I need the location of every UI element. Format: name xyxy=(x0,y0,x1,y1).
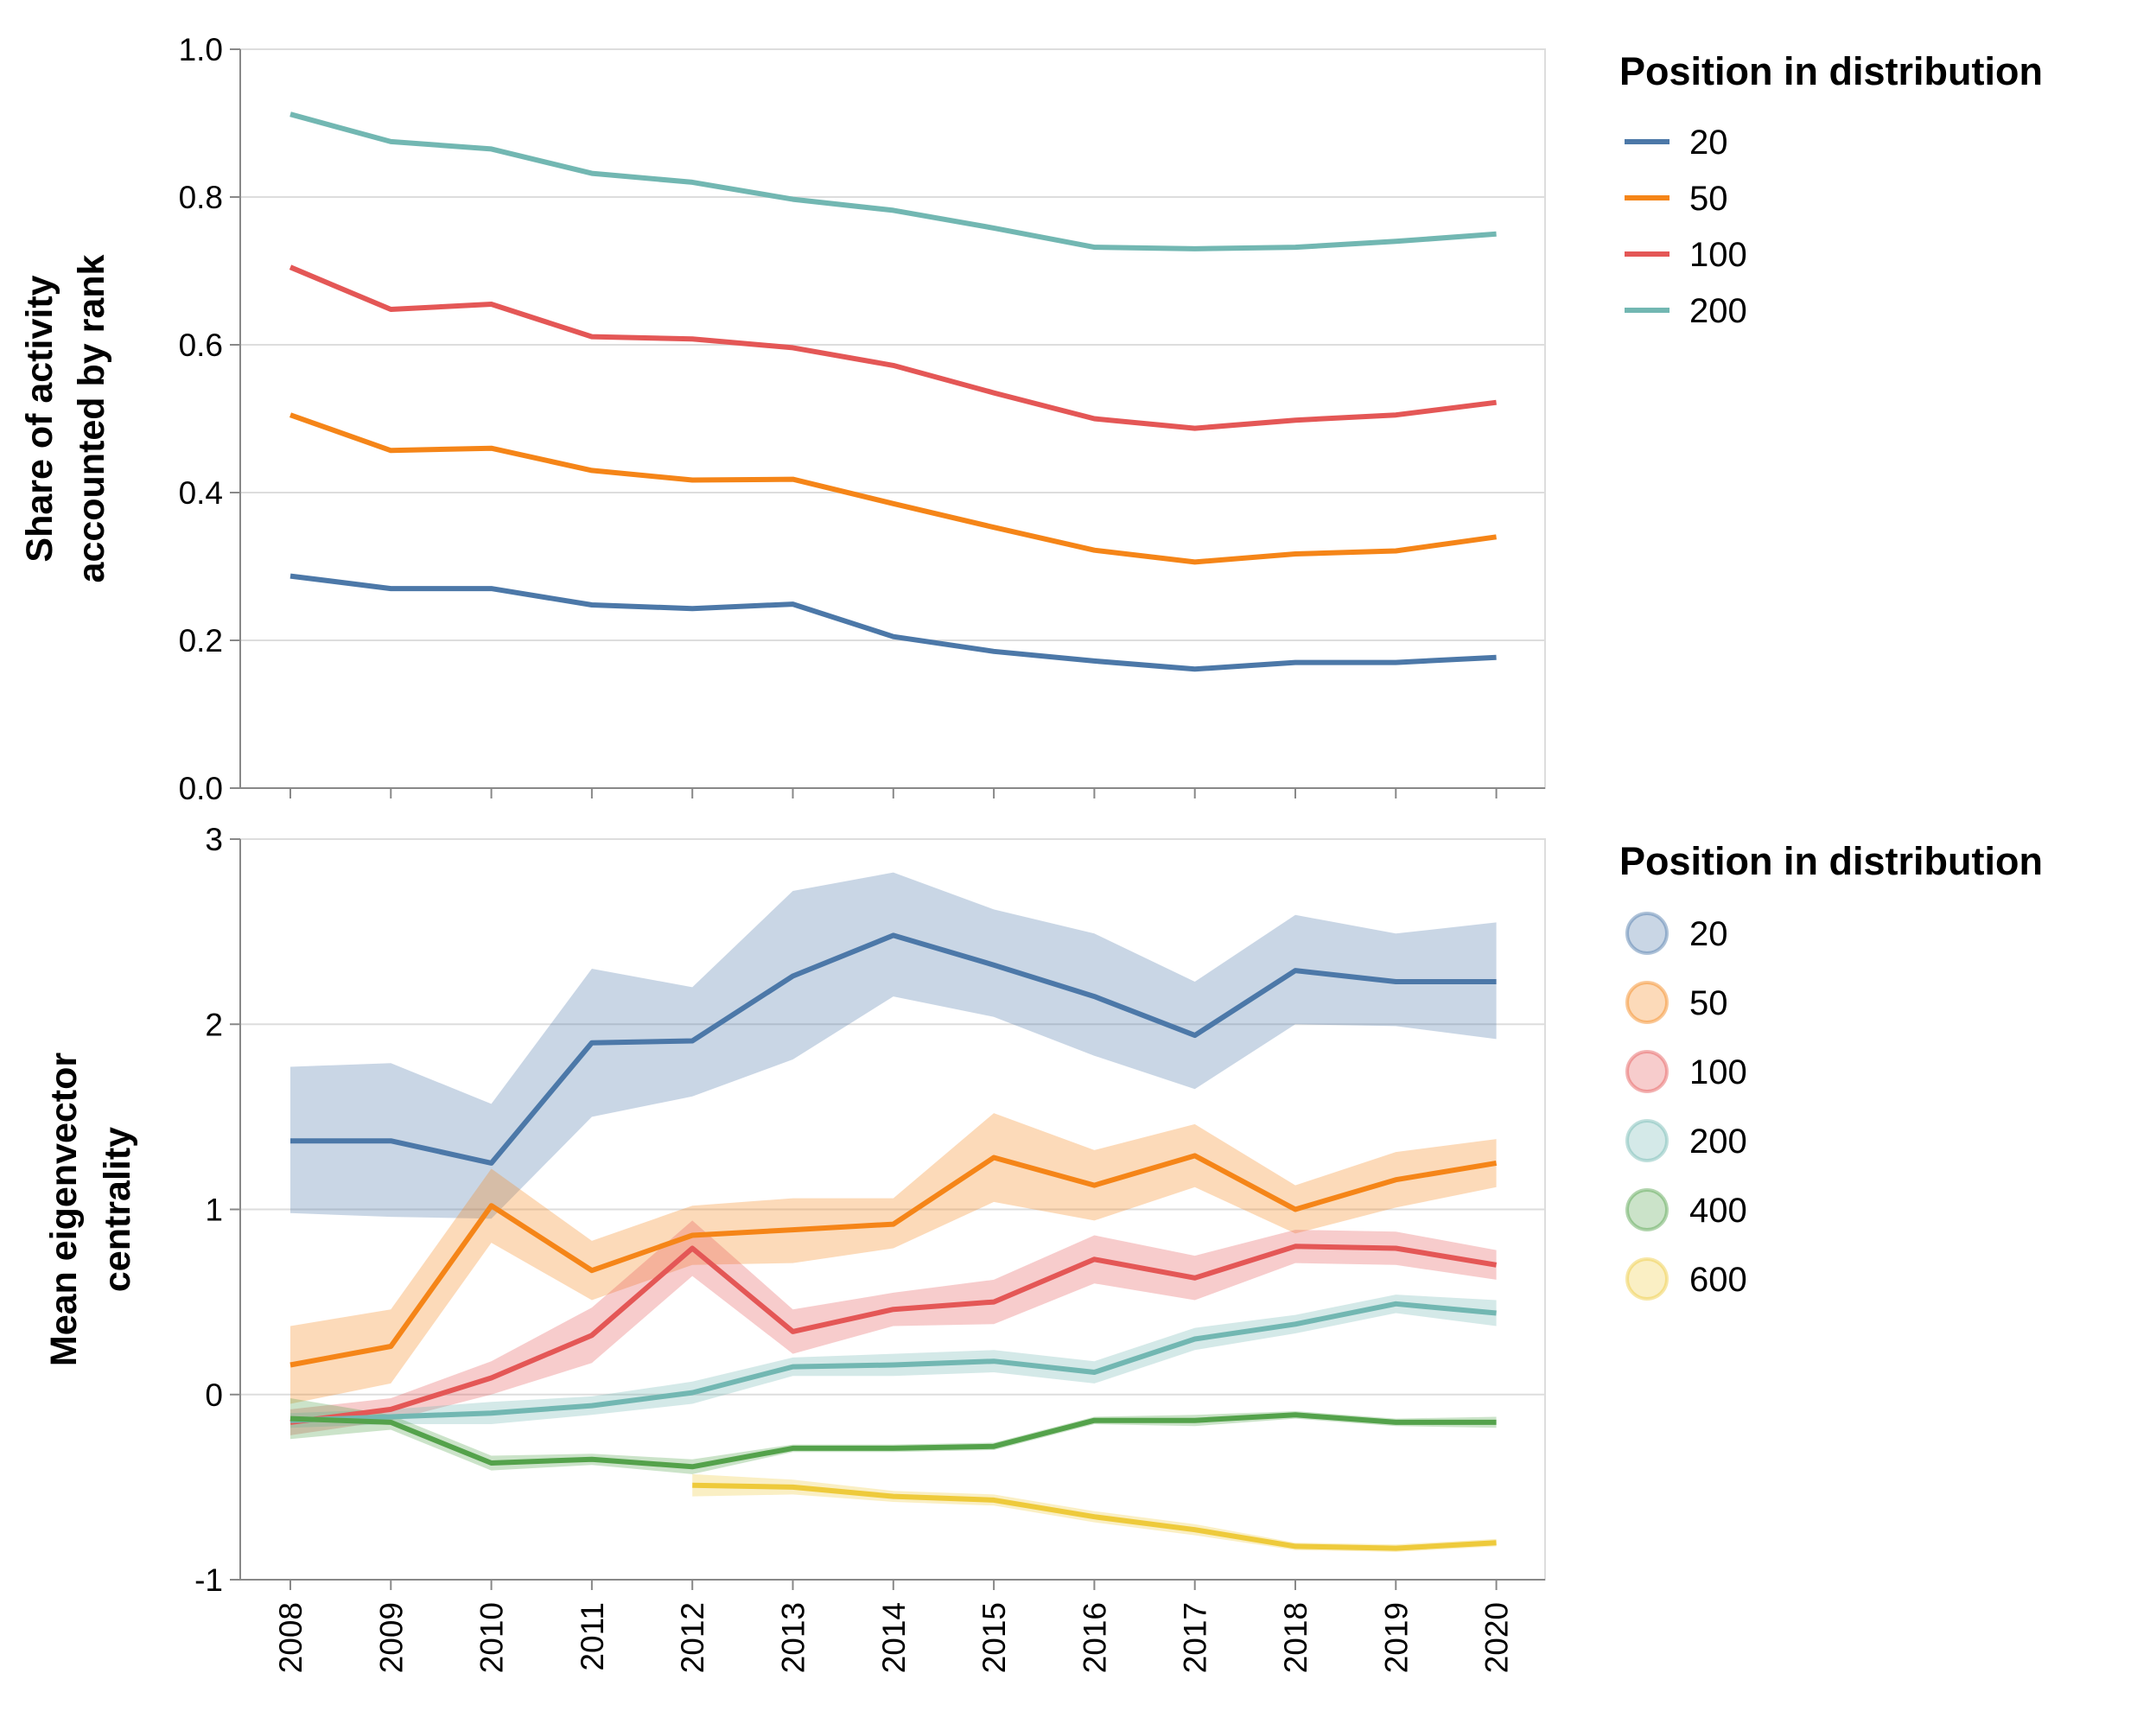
legend-title: Position in distribution xyxy=(1619,839,2043,883)
legend-label: 50 xyxy=(1689,984,1728,1022)
legend-label: 200 xyxy=(1689,292,1747,330)
series-line-50 xyxy=(289,412,1498,565)
y-tick-label: 0.2 xyxy=(179,623,223,658)
series-line-20 xyxy=(289,573,1497,672)
x-tick-label: 2008 xyxy=(273,1602,308,1673)
x-tick-label: 2018 xyxy=(1278,1602,1313,1673)
legend-swatch-50 xyxy=(1625,981,1669,1024)
y-axis-title: Mean eigenvector xyxy=(43,1053,85,1366)
legend-label: 100 xyxy=(1689,1053,1747,1091)
legend-swatch-600 xyxy=(1625,1257,1669,1301)
x-tick-label: 2011 xyxy=(575,1602,610,1671)
x-tick-label: 2010 xyxy=(474,1602,510,1673)
legend-label: 20 xyxy=(1689,915,1728,953)
legend-label: 50 xyxy=(1689,180,1728,218)
series-line-100 xyxy=(289,264,1497,431)
confidence-band-200 xyxy=(290,1295,1497,1428)
y-tick-label: 1.0 xyxy=(179,32,223,67)
y-axis-title: centrality xyxy=(97,1127,138,1292)
series-line-200 xyxy=(289,1301,1497,1423)
x-tick-label: 2009 xyxy=(373,1602,409,1673)
series-line-50 xyxy=(289,1153,1498,1368)
y-tick-label: 0.8 xyxy=(179,180,223,215)
x-tick-label: 2017 xyxy=(1178,1602,1213,1673)
x-tick-label: 2012 xyxy=(675,1602,710,1673)
x-tick-label: 2020 xyxy=(1479,1602,1515,1673)
y-axis-title: accounted by rank xyxy=(71,254,112,582)
legend-label: 400 xyxy=(1689,1192,1747,1230)
x-tick-label: 2016 xyxy=(1077,1602,1112,1673)
series-line-600 xyxy=(692,1482,1497,1551)
series-line-100 xyxy=(289,1244,1498,1425)
series-line-400 xyxy=(289,1412,1497,1470)
legend-swatch-20 xyxy=(1625,912,1669,955)
confidence-band-600 xyxy=(692,1473,1497,1552)
top-chart-panel: 0.0 0.2 0.4 0.6 0.8 1.0 Share of activity accou… xyxy=(19,32,2043,806)
y-tick-label: 0.4 xyxy=(179,475,223,511)
y-tick-label: 3 xyxy=(205,822,223,857)
y-axis-title: Share of activity xyxy=(19,275,60,562)
y-tick-label: 0 xyxy=(205,1377,223,1413)
x-tick-label: 2019 xyxy=(1378,1602,1414,1673)
legend-label: 200 xyxy=(1689,1123,1747,1161)
y-tick-label: -1 xyxy=(194,1562,223,1598)
y-tick-label: 1 xyxy=(205,1193,223,1228)
legend-swatch-100 xyxy=(1625,1050,1669,1093)
bottom-chart-panel: -1 0 1 2 3 2008 2009 2010 2011 2012 2013 2014 2015 20… xyxy=(43,822,2043,1673)
x-tick-label: 2015 xyxy=(976,1602,1012,1673)
confidence-band-100 xyxy=(290,1220,1497,1435)
x-tick-label: 2013 xyxy=(776,1602,811,1673)
confidence-band-400 xyxy=(290,1398,1497,1474)
y-tick-label: 0.0 xyxy=(179,771,223,806)
series-line-20 xyxy=(290,932,1497,1166)
legend-label: 600 xyxy=(1689,1261,1747,1299)
series-line-200 xyxy=(289,111,1497,251)
y-tick-label: 2 xyxy=(205,1007,223,1042)
legend-label: 100 xyxy=(1689,236,1747,274)
legend-swatch-200 xyxy=(1625,1119,1669,1162)
confidence-band-50 xyxy=(290,1113,1497,1404)
legend-swatch-400 xyxy=(1625,1188,1669,1231)
x-tick-label: 2014 xyxy=(876,1602,912,1673)
y-tick-label: 0.6 xyxy=(179,328,223,363)
legend-label: 20 xyxy=(1689,124,1728,162)
confidence-band-20 xyxy=(290,872,1497,1219)
legend-title: Position in distribution xyxy=(1619,49,2043,93)
